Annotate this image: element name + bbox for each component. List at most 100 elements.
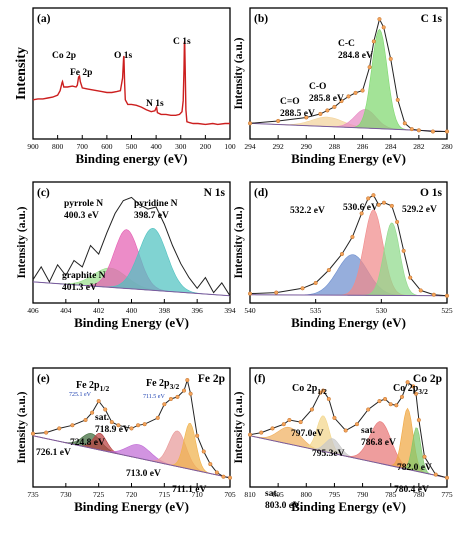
data-point [399,394,405,399]
peak-annotation: N 1s [146,99,164,109]
data-point [339,252,344,257]
data-point [405,380,410,385]
x-tick-label: 404 [60,306,72,315]
x-tick-label: 400 [126,306,138,315]
data-point [116,423,121,428]
panel-letter: (d) [254,187,268,199]
component-energy: 532.2 eV [290,206,325,216]
data-point [381,25,386,30]
peak-label: Fe 2p3/2 [146,378,179,391]
component-label: C-C [338,39,355,49]
data-point [70,423,75,428]
data-point [96,399,101,404]
data-point [321,388,326,393]
x-tick-label: 730 [60,490,72,499]
component-energy: 713.0 eV [126,469,161,479]
data-point [304,115,309,120]
data-point [343,428,348,433]
data-point [371,39,376,44]
data-point [332,104,337,109]
x-tick-label: 705 [224,490,236,499]
data-point [433,472,438,477]
component-label: C=O [280,97,300,107]
data-point [402,121,407,126]
x-tick-label: 200 [200,142,212,151]
data-point [332,415,337,420]
data-point [247,121,253,126]
background-line [249,294,448,297]
panel-e: 735 730 725 720 715 710 705 Binding Energy (eV)… [16,367,236,514]
data-point [83,417,88,423]
data-point [394,403,399,408]
component-label: sat. [95,413,109,423]
peak-label: Co 2p3/2 [393,383,428,396]
x-tick-label: 282 [413,142,425,151]
peak-label-sub: 1/2 [100,384,110,393]
data-point [313,280,318,286]
data-point [57,426,62,431]
component-energy: 786.8 eV [361,438,396,448]
data-point [411,384,416,389]
data-point [395,219,400,225]
data-point [388,402,393,407]
x-tick-label: 805 [273,490,285,499]
data-point [44,430,49,435]
data-point [298,420,303,425]
x-tick-label: 780 [413,490,425,499]
data-point [274,290,279,295]
data-point [221,474,226,479]
data-point [276,118,281,124]
component-energy: 795.3eV [312,449,345,459]
data-point [413,391,419,396]
component-label: graphite N [62,271,106,281]
panel-letter: (e) [37,373,50,385]
x-axis-title: Binding Energy (eV) [291,151,406,166]
data-point [367,65,372,70]
data-point [195,433,200,438]
data-point [346,94,351,99]
data-point [326,268,331,273]
x-tick-label: 600 [101,142,113,151]
x-tick-label: 100 [224,142,236,151]
x-tick-label: 294 [244,142,256,151]
y-axis-title: Intensity (a.u.) [16,206,28,278]
data-point [136,423,141,428]
data-point [103,407,108,412]
panel-title: Co 2p [413,373,442,385]
background-line [32,281,231,297]
x-tick-label: 775 [441,490,453,499]
data-point [287,417,292,423]
x-tick-label: 535 [310,306,322,315]
data-point [325,108,330,113]
y-axis-title: Intensity (a.u.) [233,37,245,109]
panel-a: 900 800 700 600 500 400 300 200 100 Binding energ… [14,7,236,166]
data-point [416,128,421,133]
y-axis-title: Intensity (a.u.) [233,206,245,278]
data-point [359,211,364,216]
x-tick-label: 290 [301,142,313,151]
data-point [430,129,435,134]
data-point [383,396,388,402]
x-tick-label: 735 [27,490,39,499]
panel-title: N 1s [204,187,226,199]
x-tick-label: 720 [126,490,138,499]
component-energy: 284.8 eV [338,51,373,61]
panel-letter: (b) [254,13,268,25]
x-tick-label: 402 [93,306,105,315]
component-peak [250,254,447,297]
panel-letter: (c) [37,187,50,199]
x-tick-label: 292 [273,142,285,151]
x-tick-label: 710 [192,490,204,499]
peak-annotation: Fe 2p [70,68,92,78]
peak-label-sub: 3/2 [170,382,180,391]
x-tick-label: 540 [244,306,256,315]
component-energy: 797.0eV [291,429,324,439]
x-tick-label: 530 [376,306,388,315]
x-tick-label: 800 [52,142,64,151]
y-axis-title: Intensity (a.u.) [233,391,245,463]
x-axis-title: Binding energy (eV) [76,151,188,166]
component-energy: 288.5 eV [280,109,315,119]
x-tick-label: 284 [385,142,397,151]
raw-spectrum [32,196,231,297]
